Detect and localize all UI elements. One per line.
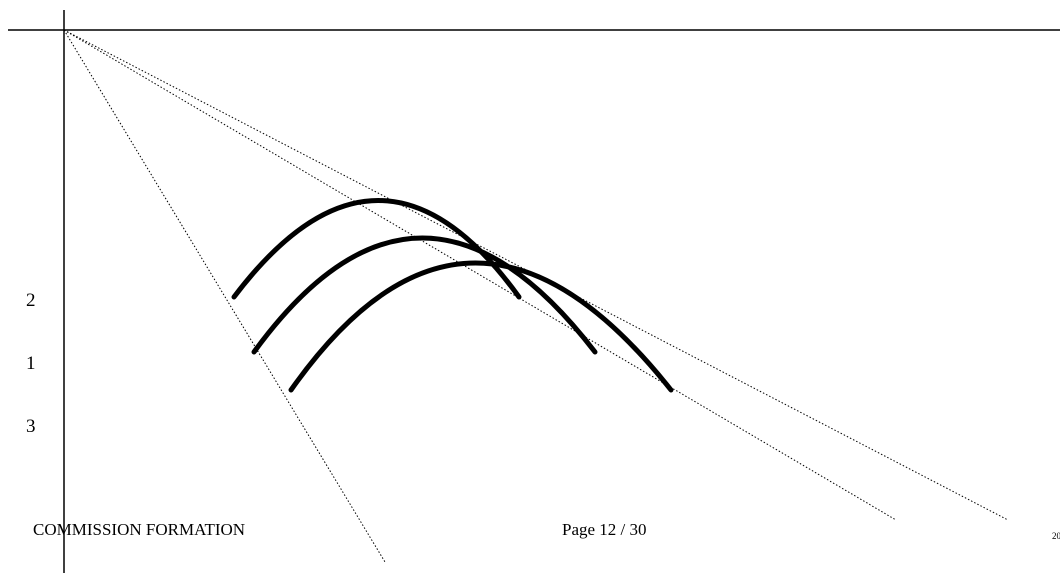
curve-label-1: 1	[26, 353, 36, 374]
dotted-ray-middle	[63, 29, 897, 521]
trajectory-curve-3	[288, 260, 674, 393]
curve-label-2: 2	[26, 290, 36, 311]
dotted-ray-steep	[63, 29, 386, 563]
footer-page-number: Page 12 / 30	[562, 520, 647, 539]
dotted-ray-shallow	[63, 29, 1009, 521]
trajectory-curve-1	[251, 235, 598, 355]
curve-label-3: 3	[26, 416, 36, 437]
footer-right-partial: 20	[1052, 531, 1060, 541]
footer-left-text: COMMISSION FORMATION	[33, 520, 246, 539]
